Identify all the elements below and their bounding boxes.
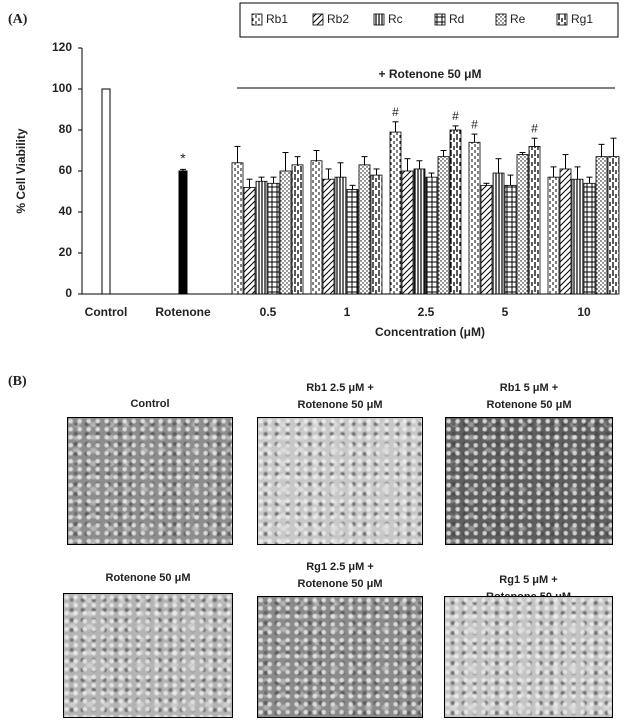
- bar: [480, 184, 493, 295]
- y-tick-label: 120: [52, 40, 72, 54]
- y-tick-label: 80: [59, 122, 73, 136]
- bar: [346, 189, 359, 295]
- micrograph: [67, 417, 233, 545]
- bar: [322, 178, 335, 295]
- micrograph: [444, 596, 613, 718]
- legend-swatch: [434, 13, 446, 26]
- image-caption: Rotenone 50 μM: [487, 399, 572, 411]
- image-caption: Rb1 2.5 μM +: [306, 382, 374, 394]
- image-caption: Rb1 5 μM +: [500, 382, 558, 394]
- bar: [267, 182, 280, 295]
- image-caption: Rotenone 50 μM: [298, 399, 383, 411]
- legend-label: Rc: [388, 12, 403, 26]
- y-tick-label: 100: [52, 81, 72, 95]
- legend-swatch: [251, 13, 263, 26]
- bar: [468, 141, 481, 295]
- bracket-label: + Rotenone 50 μM: [378, 67, 481, 81]
- image-caption: Control: [130, 398, 169, 410]
- legend-swatch: [495, 13, 507, 26]
- bar: [334, 176, 347, 295]
- significance-label: #: [452, 109, 459, 123]
- bar: [370, 174, 383, 295]
- bar: [178, 170, 188, 295]
- significance-label: *: [180, 150, 186, 166]
- y-axis-label: % Cell Viability: [14, 128, 28, 213]
- significance-label: #: [531, 121, 538, 135]
- y-tick-label: 0: [65, 286, 72, 300]
- bar: [504, 184, 517, 295]
- bar: [358, 164, 371, 295]
- x-tick-label: 10: [577, 305, 591, 319]
- bar: [571, 178, 584, 295]
- significance-label: #: [471, 117, 478, 131]
- bar: [516, 154, 529, 295]
- bar: [547, 176, 560, 295]
- bar: [101, 88, 111, 295]
- bar: [492, 172, 505, 295]
- panel-label: (B): [8, 374, 27, 389]
- micrograph: [257, 417, 423, 545]
- x-tick-label: Rotenone: [155, 305, 211, 319]
- bar: [231, 162, 244, 295]
- legend-label: Rb2: [327, 12, 349, 26]
- bar: [607, 156, 620, 295]
- bar: [559, 168, 572, 295]
- bar: [437, 156, 450, 295]
- significance-label: #: [392, 105, 399, 119]
- bar: [310, 160, 323, 295]
- legend-label: Rd: [449, 12, 464, 26]
- bar: [389, 131, 402, 295]
- image-caption: Rotenone 50 μM: [298, 578, 383, 590]
- legend-label: Rg1: [571, 12, 593, 26]
- x-axis-label: Concentration (μM): [375, 325, 485, 339]
- image-caption: Rg1 5 μM +: [499, 574, 557, 586]
- x-tick-label: 0.5: [260, 305, 277, 319]
- micrograph: [63, 593, 233, 718]
- x-tick-label: 5: [502, 305, 509, 319]
- image-caption: Rg1 2.5 μM +: [306, 561, 374, 573]
- legend-box: [239, 2, 619, 38]
- bar: [413, 168, 426, 295]
- bar: [595, 156, 608, 295]
- legend-label: Re: [510, 12, 526, 26]
- bar: [449, 129, 462, 295]
- x-tick-label: 2.5: [418, 305, 435, 319]
- bar: [401, 170, 414, 295]
- x-tick-label: Control: [85, 305, 128, 319]
- legend-label: Rb1: [266, 12, 288, 26]
- micrograph: [257, 596, 423, 718]
- bar: [255, 180, 268, 295]
- bar: [425, 176, 438, 295]
- micrograph: [445, 417, 613, 545]
- y-tick-label: 60: [59, 163, 73, 177]
- bar: [243, 186, 256, 295]
- x-tick-label: 1: [344, 305, 351, 319]
- bar: [528, 145, 541, 295]
- bar: [291, 164, 304, 295]
- panel-label: (A): [8, 12, 28, 27]
- bar: [583, 182, 596, 295]
- y-tick-label: 20: [59, 245, 73, 259]
- image-caption: Rotenone 50 μM: [106, 572, 191, 584]
- bar: [279, 170, 292, 295]
- legend-swatch: [373, 13, 385, 26]
- legend-swatch: [556, 13, 568, 26]
- y-tick-label: 40: [59, 204, 73, 218]
- legend-swatch: [312, 13, 324, 26]
